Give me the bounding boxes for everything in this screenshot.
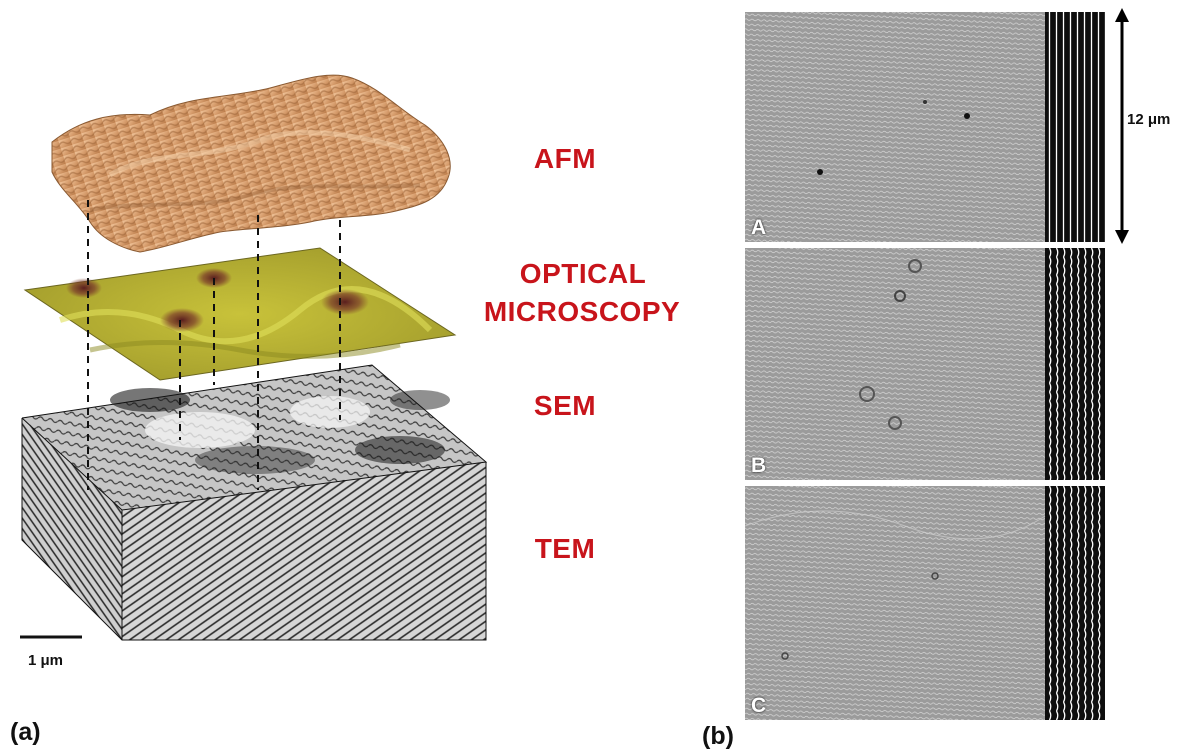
panel-a-label: (a) <box>10 718 41 746</box>
subpanel-a-letter: A <box>751 216 767 239</box>
correlation-lines <box>87 200 341 490</box>
scale-bar-a-label: 1 μm <box>28 652 64 669</box>
panel-a: AFM OPTICAL MICROSCOPY SEM TEM 1 μm (a) <box>10 74 681 746</box>
label-microscopy: MICROSCOPY <box>483 296 681 327</box>
optical-plane <box>23 247 457 381</box>
panel-b-label: (b) <box>702 722 734 750</box>
subpanel-b-letter: B <box>751 454 767 477</box>
subpanel-a: A <box>745 12 1105 242</box>
panel-a-illustration <box>20 74 488 641</box>
subpanel-b: B <box>745 248 1105 480</box>
scale-arrow-b <box>1115 8 1129 244</box>
subpanel-c: C <box>745 486 1105 720</box>
label-tem: TEM <box>534 533 596 564</box>
scale-arrow-b-label: 12 μm <box>1127 111 1171 128</box>
afm-surface <box>51 74 451 253</box>
label-afm: AFM <box>533 143 597 174</box>
tem-side-face <box>22 418 122 640</box>
label-sem: SEM <box>533 390 597 421</box>
subpanel-c-letter: C <box>751 694 767 717</box>
label-optical: OPTICAL <box>519 258 647 289</box>
